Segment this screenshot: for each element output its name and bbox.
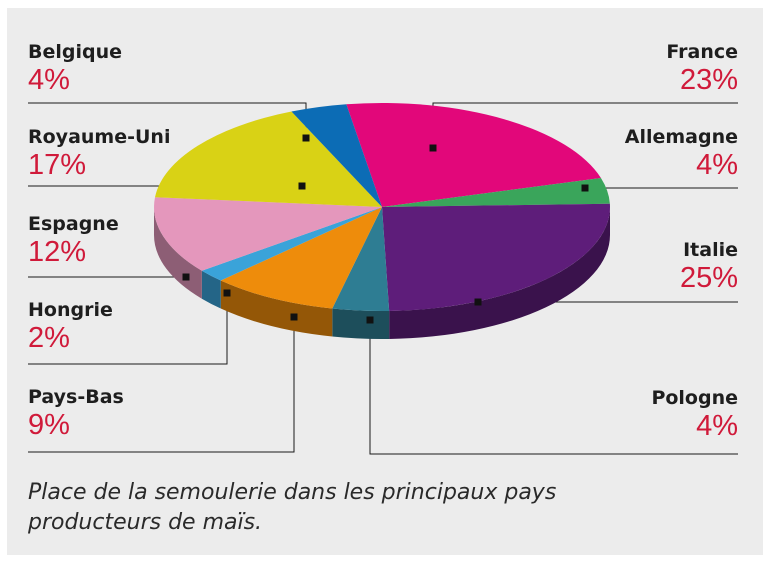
label-italie-pct: 25% bbox=[679, 262, 738, 294]
chart-caption: Place de la semoulerie dans les principa… bbox=[28, 480, 557, 535]
pie-tops bbox=[154, 103, 610, 311]
label-royaume-uni-pct: 17% bbox=[28, 149, 87, 181]
slice-side-italie bbox=[389, 207, 610, 339]
leader-marker-royaume-uni bbox=[298, 182, 306, 190]
label-pologne-pct: 4% bbox=[696, 410, 738, 442]
label-belgique: Belgique 4% bbox=[28, 40, 122, 96]
pie-sides bbox=[154, 207, 610, 339]
label-espagne: Espagne 12% bbox=[28, 212, 119, 268]
leader-marker-france bbox=[429, 144, 437, 152]
label-france: France 23% bbox=[666, 40, 738, 96]
label-italie-name: Italie bbox=[683, 239, 738, 261]
label-espagne-name: Espagne bbox=[28, 213, 119, 235]
label-royaume-uni: Royaume-Uni 17% bbox=[28, 125, 170, 181]
label-espagne-pct: 12% bbox=[28, 236, 87, 268]
leader-line-pologne bbox=[369, 320, 738, 455]
leader-marker-pays-bas bbox=[290, 313, 298, 321]
label-allemagne: Allemagne 4% bbox=[625, 125, 738, 181]
leader-line-pays-bas bbox=[28, 317, 295, 453]
slice-side-pays-bas bbox=[220, 280, 333, 337]
slice-allemagne bbox=[382, 177, 610, 207]
leader-marker-italie bbox=[474, 298, 482, 306]
label-hongrie-name: Hongrie bbox=[28, 299, 113, 321]
label-hongrie: Hongrie 2% bbox=[28, 298, 113, 354]
label-hongrie-pct: 2% bbox=[28, 322, 70, 354]
leader-marker-belgique bbox=[302, 134, 310, 142]
label-france-pct: 23% bbox=[679, 64, 738, 96]
label-allemagne-name: Allemagne bbox=[624, 126, 738, 148]
leader-markers bbox=[182, 134, 589, 324]
leader-marker-espagne bbox=[182, 273, 190, 281]
slice-pays-bas bbox=[220, 207, 382, 309]
leader-line-hongrie bbox=[28, 293, 228, 365]
label-pays-bas-pct: 9% bbox=[28, 409, 70, 441]
label-royaume-uni-name: Royaume-Uni bbox=[28, 126, 171, 148]
slice-italie bbox=[382, 203, 610, 311]
slice-belgique bbox=[291, 104, 382, 207]
leader-marker-allemagne bbox=[581, 184, 589, 192]
label-pays-bas-name: Pays-Bas bbox=[28, 386, 124, 408]
slice-france bbox=[346, 103, 601, 207]
label-pologne-name: Pologne bbox=[651, 387, 738, 409]
label-allemagne-pct: 4% bbox=[696, 149, 738, 181]
label-france-name: France bbox=[666, 41, 738, 63]
label-pologne: Pologne 4% bbox=[651, 386, 738, 442]
leader-marker-hongrie bbox=[223, 289, 231, 297]
leader-marker-pologne bbox=[366, 316, 374, 324]
slice-hongrie bbox=[201, 207, 382, 281]
slice-side-espagne bbox=[154, 207, 202, 299]
label-pays-bas: Pays-Bas 9% bbox=[28, 385, 124, 441]
label-belgique-pct: 4% bbox=[28, 64, 70, 96]
slice-royaume-uni bbox=[155, 111, 382, 207]
label-italie: Italie 25% bbox=[680, 238, 738, 294]
slice-side-hongrie bbox=[201, 270, 221, 309]
slice-side-pologne bbox=[332, 308, 390, 339]
label-belgique-name: Belgique bbox=[28, 41, 123, 63]
slice-pologne bbox=[332, 207, 390, 311]
slice-espagne bbox=[154, 197, 382, 271]
